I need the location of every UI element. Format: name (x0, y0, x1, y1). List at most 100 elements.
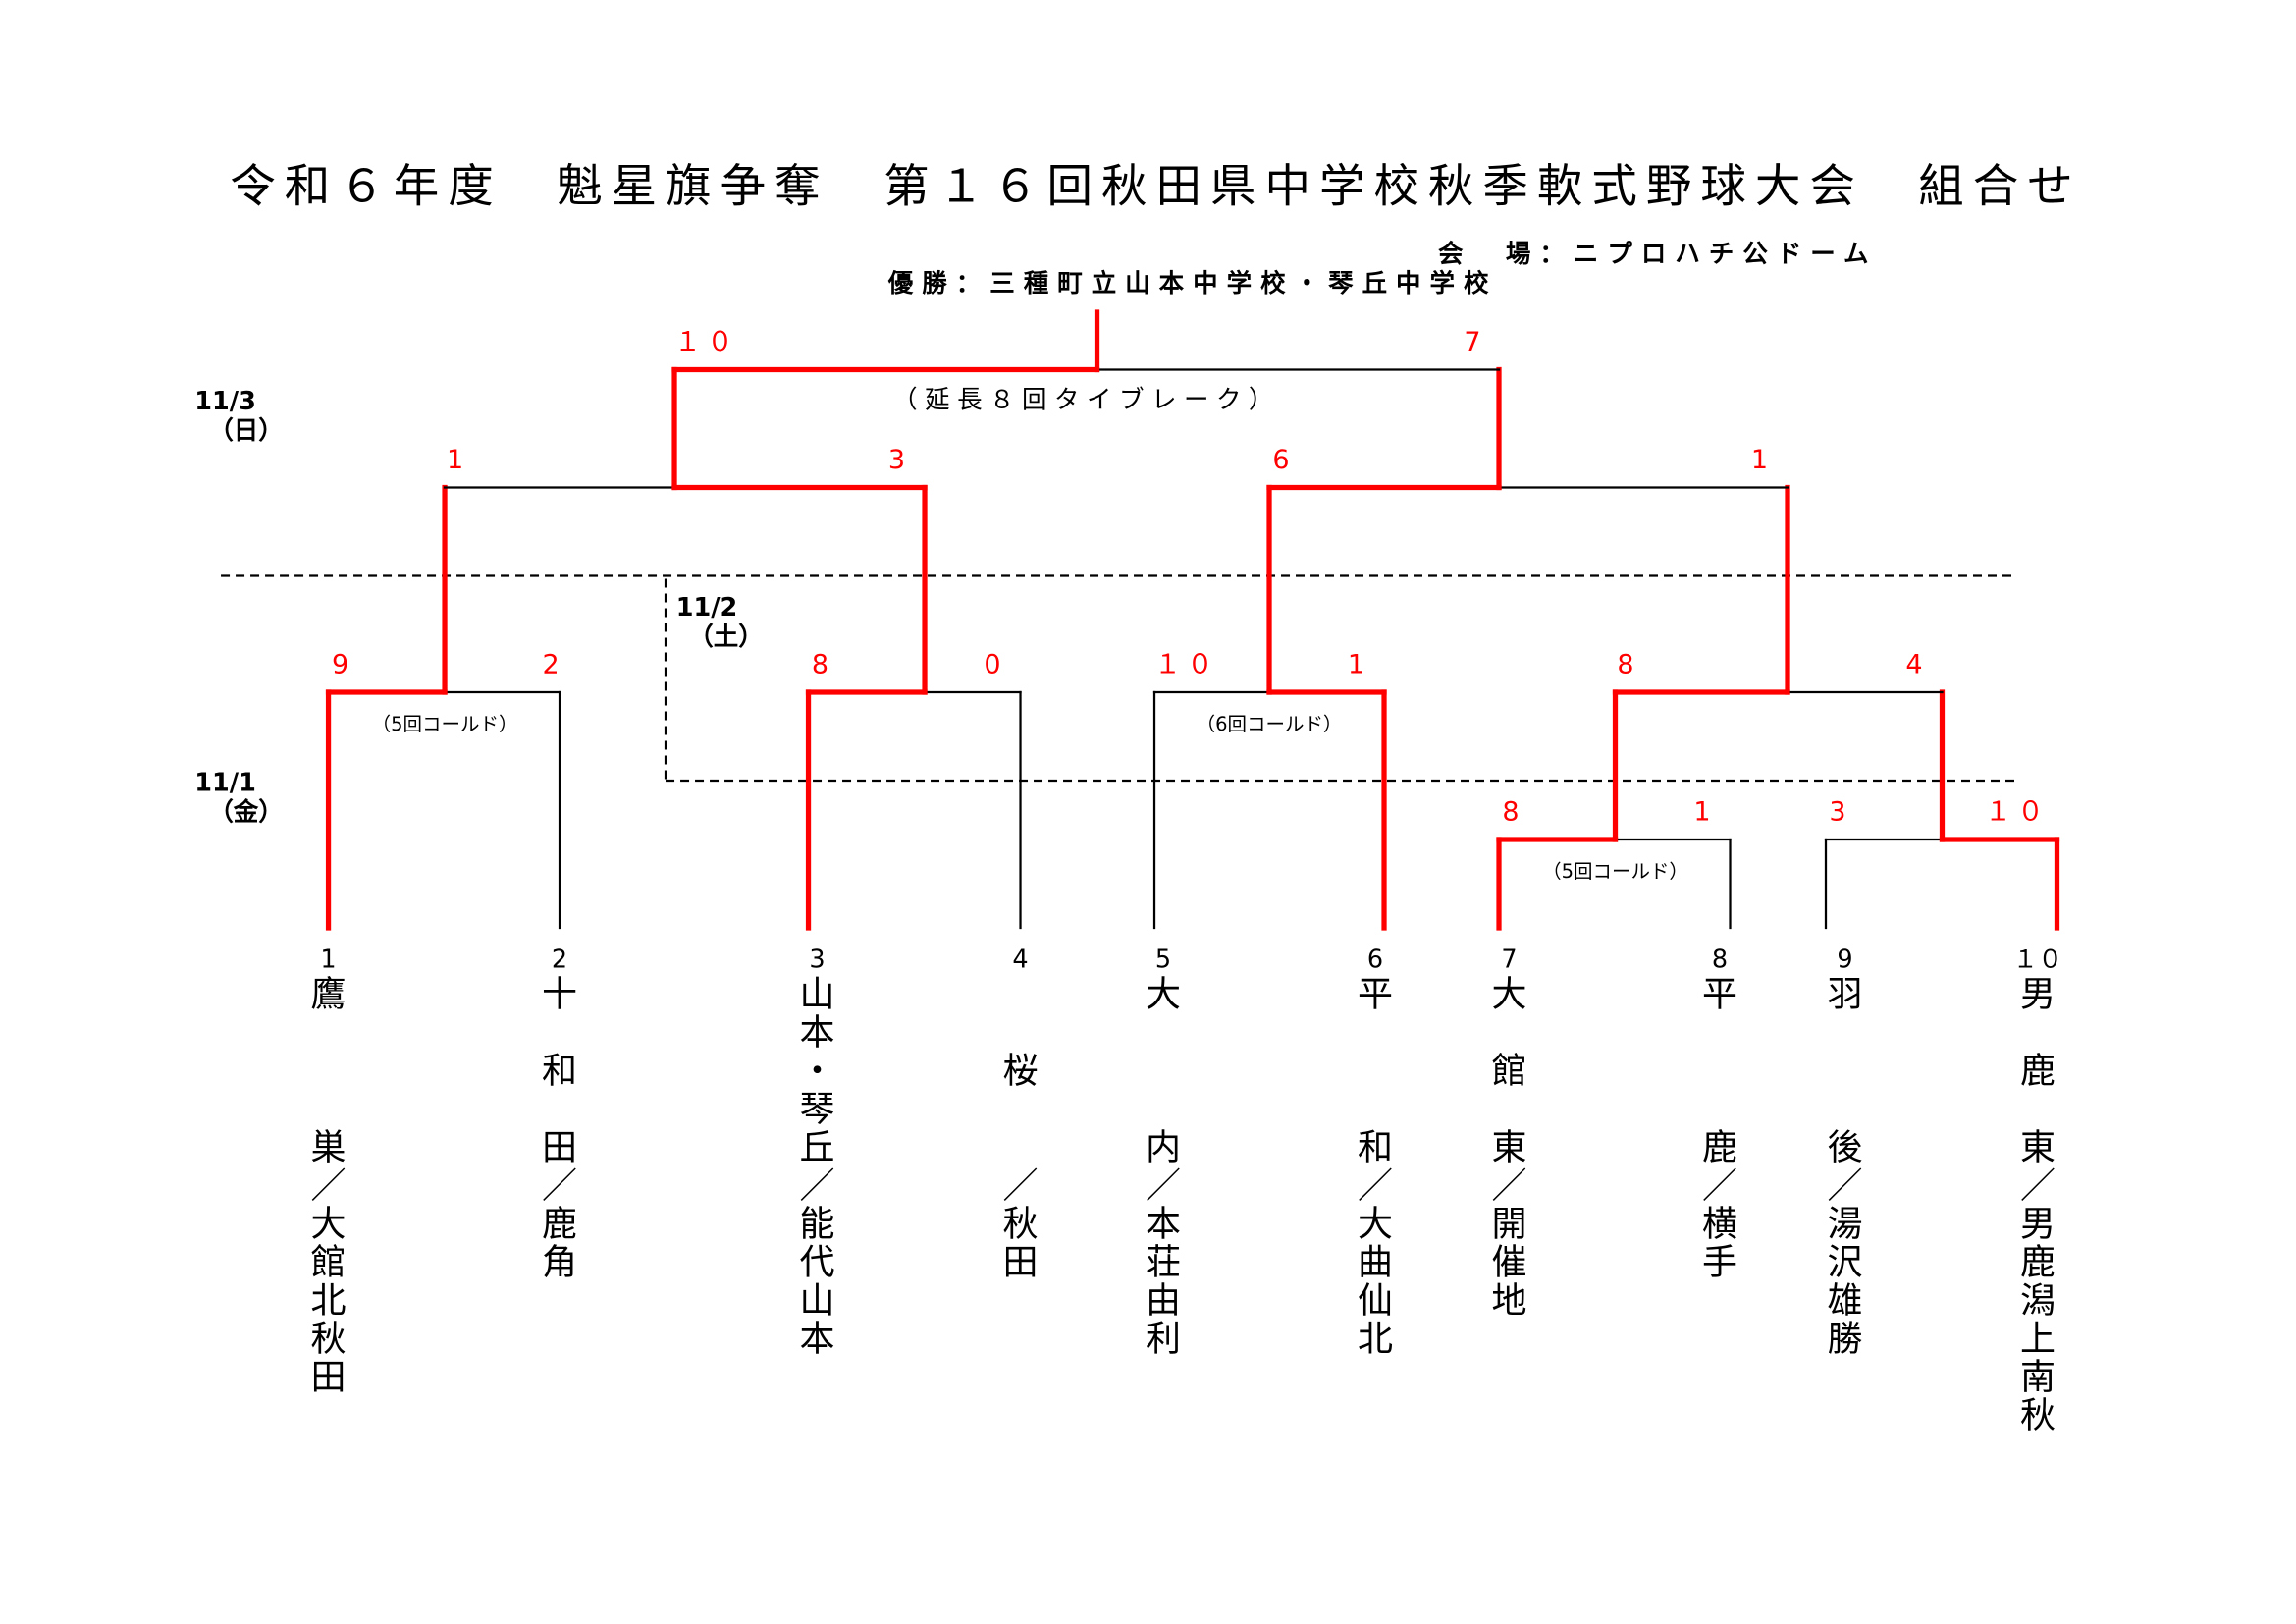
team-name-char: 琴 (800, 1089, 835, 1129)
score-label: 6 (1272, 445, 1295, 475)
team-name-char: 男 (2020, 974, 2056, 1014)
team-number: 9 (1837, 945, 1852, 974)
champion: 優勝：三種町立山本中学校・琴丘中学校 (887, 269, 1498, 298)
team-name-char: ／ (1003, 1165, 1039, 1206)
score-label: 8 (1617, 649, 1639, 679)
team-name-char: 巣 (311, 1127, 347, 1167)
team-name-char: 勝 (1828, 1319, 1863, 1359)
team-name-char: 館 (1492, 1051, 1527, 1091)
score-label: １０ (1985, 796, 2050, 827)
match-note: （延長８回タイブレーク） (892, 385, 1281, 414)
score-label: 8 (812, 649, 834, 679)
team-number: 3 (809, 945, 825, 974)
team-name-char: 羽 (1828, 974, 1863, 1014)
team-name-char: 平 (1358, 974, 1393, 1014)
score-label: 9 (332, 649, 354, 679)
team-name-char: 和 (542, 1051, 577, 1091)
team-name-char: 山 (800, 1280, 835, 1321)
score-label: 0 (984, 649, 1006, 679)
team-name-char: 鹿 (1702, 1127, 1737, 1167)
team-name-char: 平 (1702, 974, 1737, 1014)
venue: 会 場：ニプロハチ公ドーム (1438, 240, 1878, 269)
score-label: 1 (1348, 649, 1370, 679)
team-number: 8 (1712, 945, 1728, 974)
team-name-char: ／ (311, 1165, 347, 1206)
team-name-char: 山 (800, 974, 835, 1014)
team-name-char: 開 (1492, 1204, 1527, 1244)
team-name-char: 曲 (1358, 1242, 1393, 1282)
team-name-char: 秋 (311, 1319, 347, 1359)
bracket-lines (221, 309, 2060, 931)
team-number: 4 (1012, 945, 1028, 974)
date-label: 11/2 (676, 593, 738, 623)
score-label: １０ (1154, 649, 1219, 679)
team-name-char: ／ (1146, 1165, 1181, 1206)
team-name-char: 能 (800, 1204, 835, 1244)
team-name-char: 後 (1828, 1127, 1863, 1167)
team-name-char: 大 (311, 1204, 347, 1244)
bracket-labels: 11/3（日） 11/2（土） 11/1（金） 8 1 （5回コールド） 3 １０ 9 2 （5回コ… (194, 327, 2062, 1435)
team-number: １０ (2013, 945, 2063, 974)
team-number: 2 (552, 945, 567, 974)
score-label: 4 (1905, 649, 1928, 679)
team-number: 6 (1367, 945, 1383, 974)
team-name-char: 東 (2020, 1127, 2056, 1167)
weekday-label: （日） (208, 416, 283, 446)
team-name-char: 荘 (1146, 1242, 1181, 1282)
team-name-char: 本 (800, 1319, 835, 1359)
team-name-char: 横 (1702, 1204, 1737, 1244)
match-note: （6回コールド） (1197, 713, 1343, 735)
team-name-char: 男 (2020, 1204, 2056, 1244)
team-number: 1 (320, 945, 336, 974)
team-name-char: ／ (1702, 1165, 1737, 1206)
team-name-char: 手 (1702, 1242, 1737, 1282)
team-name-char: 内 (1146, 1127, 1181, 1167)
team-name-char: 秋 (1003, 1204, 1039, 1244)
match-note: （5回コールド） (1542, 860, 1688, 883)
team-name-char: 秋 (2020, 1395, 2056, 1435)
team-name-char: 角 (542, 1242, 577, 1282)
team-name-char: 雄 (1828, 1280, 1863, 1321)
team-name-char: 大 (1492, 974, 1527, 1014)
team-name-char: 利 (1146, 1319, 1181, 1359)
team-name-char: 鹿 (2020, 1051, 2056, 1091)
team-name-char: 代 (800, 1242, 835, 1282)
team-name-char: 地 (1492, 1280, 1527, 1321)
score-label: 7 (1464, 327, 1486, 357)
team-name-char: 鹿 (2020, 1242, 2056, 1282)
score-label: 1 (1751, 445, 1774, 475)
team-name-char: 田 (1003, 1242, 1039, 1282)
date-label: 11/3 (194, 387, 256, 416)
score-label: 2 (542, 649, 564, 679)
team-name-char: 催 (1492, 1242, 1527, 1282)
score-label: 8 (1502, 796, 1524, 827)
team-name-char: 田 (542, 1127, 577, 1167)
date-label: 11/1 (194, 768, 256, 797)
team-name-char: ／ (2020, 1165, 2056, 1206)
page-title: 令和６年度 魁星旗争奪 第１６回秋田県中学校秋季軟式野球大会 組合せ (230, 159, 2081, 212)
team-name-char: 本 (800, 1012, 835, 1053)
team-name-char: 潟 (2020, 1280, 2056, 1321)
team-name-char: 大 (1146, 974, 1181, 1014)
team-name-char: 田 (311, 1357, 347, 1397)
match-note: （5回コールド） (372, 713, 518, 735)
team-name-char: 東 (1492, 1127, 1527, 1167)
team-name-char: ／ (1828, 1165, 1863, 1206)
team-name-char: ／ (1492, 1165, 1527, 1206)
team-name-char: 丘 (800, 1127, 835, 1167)
team-name-char: 南 (2020, 1357, 2056, 1397)
score-label: １０ (674, 327, 739, 357)
team-number: 7 (1501, 945, 1517, 974)
team-name-char: 十 (542, 974, 577, 1014)
team-name-char: 沢 (1828, 1242, 1863, 1282)
score-label: 3 (1829, 796, 1851, 827)
team-name-char: 和 (1358, 1127, 1393, 1167)
weekday-label: （金） (208, 797, 283, 827)
team-name-char: 桜 (1003, 1051, 1039, 1091)
team-name-char: 仙 (1358, 1280, 1393, 1321)
team-name-char: 館 (311, 1242, 347, 1282)
weekday-label: （土） (688, 623, 763, 652)
team-name-char: 鷹 (311, 974, 347, 1014)
score-label: 1 (1693, 796, 1716, 827)
